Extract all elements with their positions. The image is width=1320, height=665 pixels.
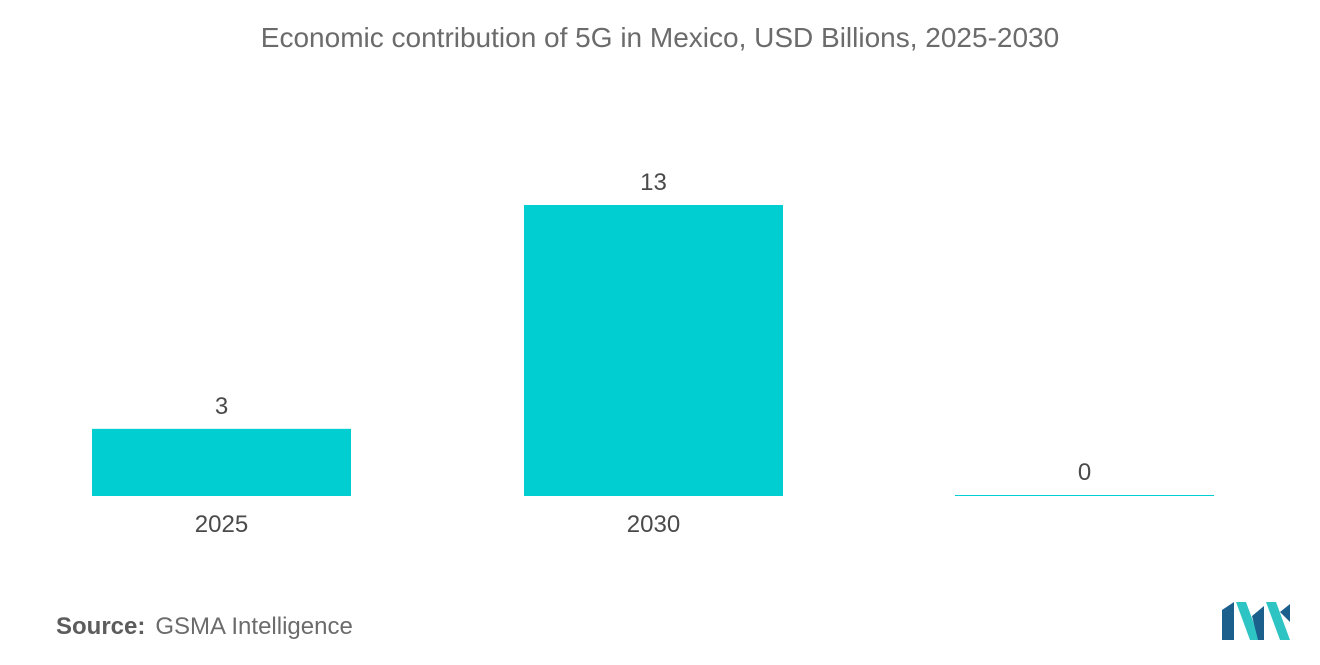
value-label: 3 <box>215 393 228 420</box>
x-tick-label: 2030 <box>627 511 680 538</box>
source-label: Source: <box>56 613 146 640</box>
source-text: GSMA Intelligence <box>155 613 353 640</box>
chart-title: Economic contribution of 5G in Mexico, U… <box>260 22 1060 53</box>
value-label: 13 <box>640 169 667 196</box>
mordor-intelligence-logo-icon <box>1222 602 1290 640</box>
bar-2025 <box>92 428 351 496</box>
bar-2030 <box>524 205 783 496</box>
x-tick-label: 2025 <box>195 511 248 538</box>
bar-empty <box>955 495 1214 496</box>
value-label: 0 <box>1078 459 1091 486</box>
bar-chart: 3 2025 13 2030 0 <box>92 169 1214 538</box>
source-note: Source: GSMA Intelligence <box>56 613 353 641</box>
